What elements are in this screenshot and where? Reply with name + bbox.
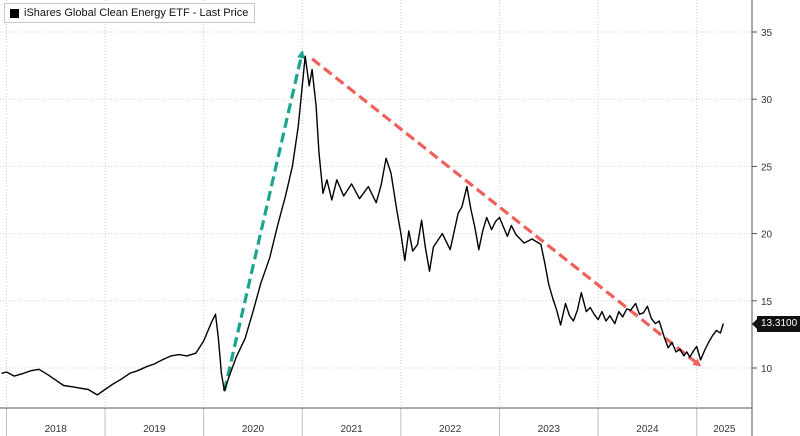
annotation-layer bbox=[222, 50, 702, 392]
x-tick-label: 2023 bbox=[538, 424, 561, 435]
price-line bbox=[1, 55, 724, 396]
x-tick-label: 2024 bbox=[636, 424, 659, 435]
y-tick-label: 10 bbox=[761, 364, 773, 375]
legend-swatch bbox=[10, 8, 19, 18]
last-price-badge: 13.3100 bbox=[751, 316, 800, 332]
legend: iShares Global Clean Energy ETF - Last P… bbox=[4, 3, 256, 23]
decline-arrow bbox=[311, 57, 702, 367]
x-tick-label: 2019 bbox=[143, 424, 166, 435]
series-layer bbox=[1, 55, 724, 396]
grid-layer bbox=[0, 0, 752, 408]
legend-label: iShares Global Clean Energy ETF - Last P… bbox=[24, 7, 249, 19]
x-tick-label: 2022 bbox=[439, 424, 462, 435]
x-tick-label: 2025 bbox=[713, 424, 736, 435]
y-tick-label: 25 bbox=[761, 162, 773, 173]
x-tick-label: 2018 bbox=[45, 424, 68, 435]
y-tick-label: 20 bbox=[761, 230, 773, 241]
y-tick-label: 15 bbox=[761, 297, 773, 308]
rise-arrow bbox=[222, 50, 305, 392]
x-tick-label: 2021 bbox=[340, 424, 363, 435]
y-tick-label: 30 bbox=[761, 95, 773, 106]
x-tick-label: 2020 bbox=[242, 424, 265, 435]
y-tick-label: 35 bbox=[761, 28, 773, 39]
